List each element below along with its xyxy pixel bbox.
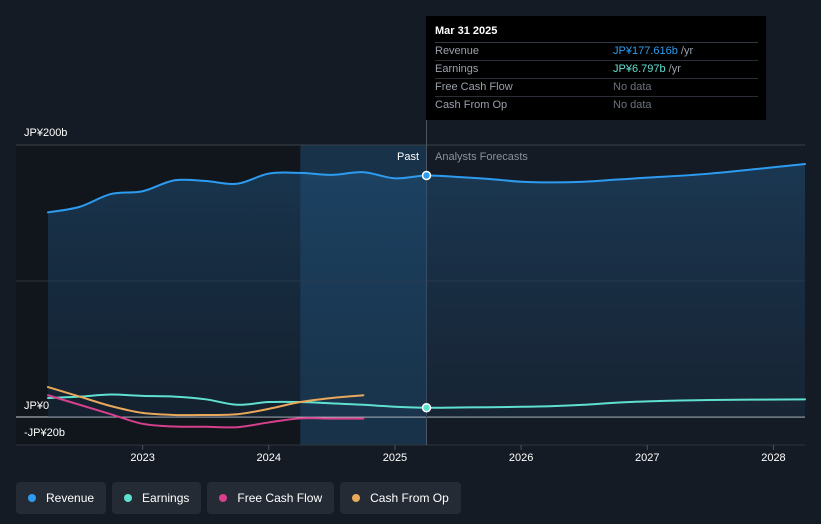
past-label: Past [397, 151, 419, 163]
tooltip-row-value: JP¥6.797b /yr [613, 63, 681, 75]
revenue-line[interactable] [47, 163, 806, 214]
legend-item-earnings[interactable]: Earnings [112, 482, 202, 514]
tooltip-row-cash-from-op: Cash From Op No data [435, 97, 758, 114]
free-cash-flow-line[interactable] [47, 394, 365, 429]
axis-labels: JP¥200b JP¥0 -JP¥20b Past Analysts Forec… [24, 127, 528, 439]
y-tick-label-zero: JP¥0 [24, 400, 49, 412]
cash-from-op-line[interactable] [47, 386, 365, 417]
tooltip-row-label: Revenue [435, 45, 480, 57]
series-lines [47, 163, 806, 429]
legend-item-free-cash-flow[interactable]: Free Cash Flow [207, 482, 335, 514]
y-tick-label-bottom: -JP¥20b [24, 427, 65, 439]
revenue-dot-icon [28, 494, 36, 502]
legend-item-revenue[interactable]: Revenue [16, 482, 107, 514]
x-tick-label: 2024 [257, 452, 281, 464]
tooltip-row-value: No data [613, 81, 652, 93]
free-cash-flow-dot-icon [219, 494, 228, 502]
forecast-label: Analysts Forecasts [435, 151, 528, 163]
legend-label: Free Cash Flow [237, 491, 323, 505]
x-axis-ticks: 2023 2024 2025 2026 2027 2028 [130, 445, 786, 464]
earnings-line[interactable] [47, 393, 806, 409]
tooltip-row-revenue: Revenue JP¥177.616b /yr [435, 43, 758, 61]
tooltip-row-value: No data [613, 99, 652, 111]
cash-from-op-dot-icon [352, 494, 361, 502]
tooltip-row-label: Free Cash Flow [435, 81, 513, 93]
tooltip-row-value: JP¥177.616b /yr [613, 45, 694, 57]
legend-label: Earnings [142, 491, 190, 505]
tooltip-panel: Mar 31 2025 Revenue JP¥177.616b /yr Earn… [426, 16, 766, 120]
tooltip-markers [421, 170, 432, 413]
tooltip-row-earnings: Earnings JP¥6.797b /yr [435, 61, 758, 79]
tooltip-date: Mar 31 2025 [435, 24, 758, 43]
x-tick-label: 2028 [761, 452, 785, 464]
tooltip-row-label: Cash From Op [435, 99, 508, 111]
earnings-marker [421, 403, 432, 413]
tooltip-row-label: Earnings [435, 63, 479, 75]
x-tick-label: 2025 [383, 452, 407, 464]
legend-label: Revenue [46, 491, 95, 505]
tooltip-row-free-cash-flow: Free Cash Flow No data [435, 79, 758, 97]
revenue-area [48, 164, 805, 417]
x-tick-label: 2023 [130, 452, 154, 464]
x-tick-label: 2026 [509, 452, 533, 464]
revenue-marker [421, 170, 432, 181]
y-tick-label-top: JP¥200b [24, 127, 67, 139]
legend-item-cash-from-op[interactable]: Cash From Op [340, 482, 461, 514]
x-tick-label: 2027 [635, 452, 659, 464]
legend: Revenue Earnings Free Cash Flow Cash Fro… [16, 482, 461, 514]
revenue-area-fill [48, 164, 805, 417]
legend-label: Cash From Op [370, 491, 449, 505]
earnings-dot-icon [124, 494, 133, 502]
